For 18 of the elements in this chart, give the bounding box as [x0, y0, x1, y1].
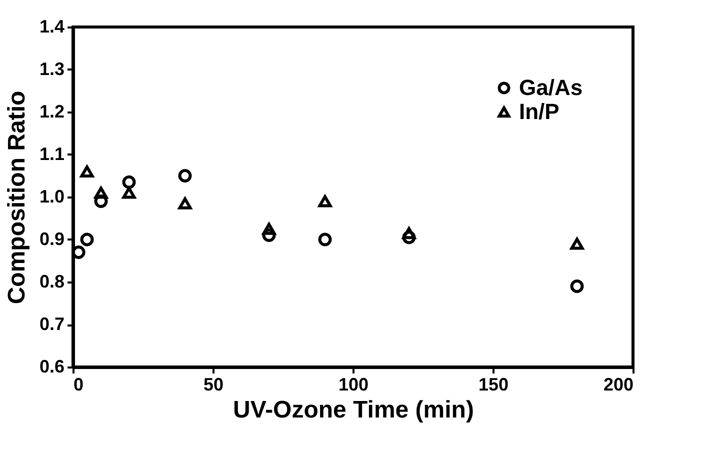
y-tick-label: 1.0 [39, 186, 64, 206]
y-tick-label: 0.7 [39, 314, 64, 334]
y-tick-label: 0.9 [39, 229, 64, 249]
y-tick-label: 1.1 [39, 144, 64, 164]
x-tick-label: 100 [338, 374, 369, 394]
y-tick-label: 1.2 [39, 102, 64, 122]
y-tick-label: 1.4 [39, 16, 64, 36]
y-tick-label: 1.3 [39, 59, 64, 79]
x-tick-label: 200 [603, 374, 634, 394]
x-tick-label: 150 [478, 374, 509, 394]
x-tick-label: 0 [74, 374, 84, 394]
x-tick-label: 50 [203, 374, 224, 394]
y-tick-label: 0.6 [39, 356, 64, 376]
y-tick-label: 0.8 [39, 272, 64, 292]
x-axis-title: UV-Ozone Time (min) [233, 396, 474, 424]
legend-label: In/P [519, 99, 560, 124]
y-axis-title: Composition Ratio [3, 90, 30, 304]
legend-label: Ga/As [519, 75, 583, 100]
